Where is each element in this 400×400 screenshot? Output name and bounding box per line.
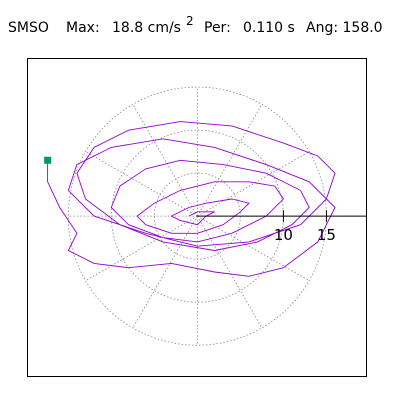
axis-tick-label: 15 [317, 226, 336, 244]
start-marker [44, 156, 52, 164]
grid-spoke [197, 104, 263, 217]
grid-spoke [132, 215, 198, 329]
grid-spoke [197, 215, 263, 329]
angle-label: Ang: 158.0 [306, 20, 383, 36]
grid-spoke [85, 215, 198, 282]
grid-spoke [197, 151, 310, 217]
max-label: Max: [66, 20, 100, 36]
max-value: 18.8 cm/s [112, 20, 181, 36]
grid-spoke [132, 104, 198, 217]
plot-frame [27, 58, 367, 377]
period-value: 0.110 s [243, 20, 295, 36]
period-label: Per: [204, 20, 231, 36]
orbit-line [47, 121, 336, 277]
grid-spoke [85, 151, 198, 217]
axis-tick-label: 10 [274, 226, 293, 244]
station-name: SMSO [8, 20, 49, 36]
max-unit-exponent: 2 [186, 14, 194, 28]
